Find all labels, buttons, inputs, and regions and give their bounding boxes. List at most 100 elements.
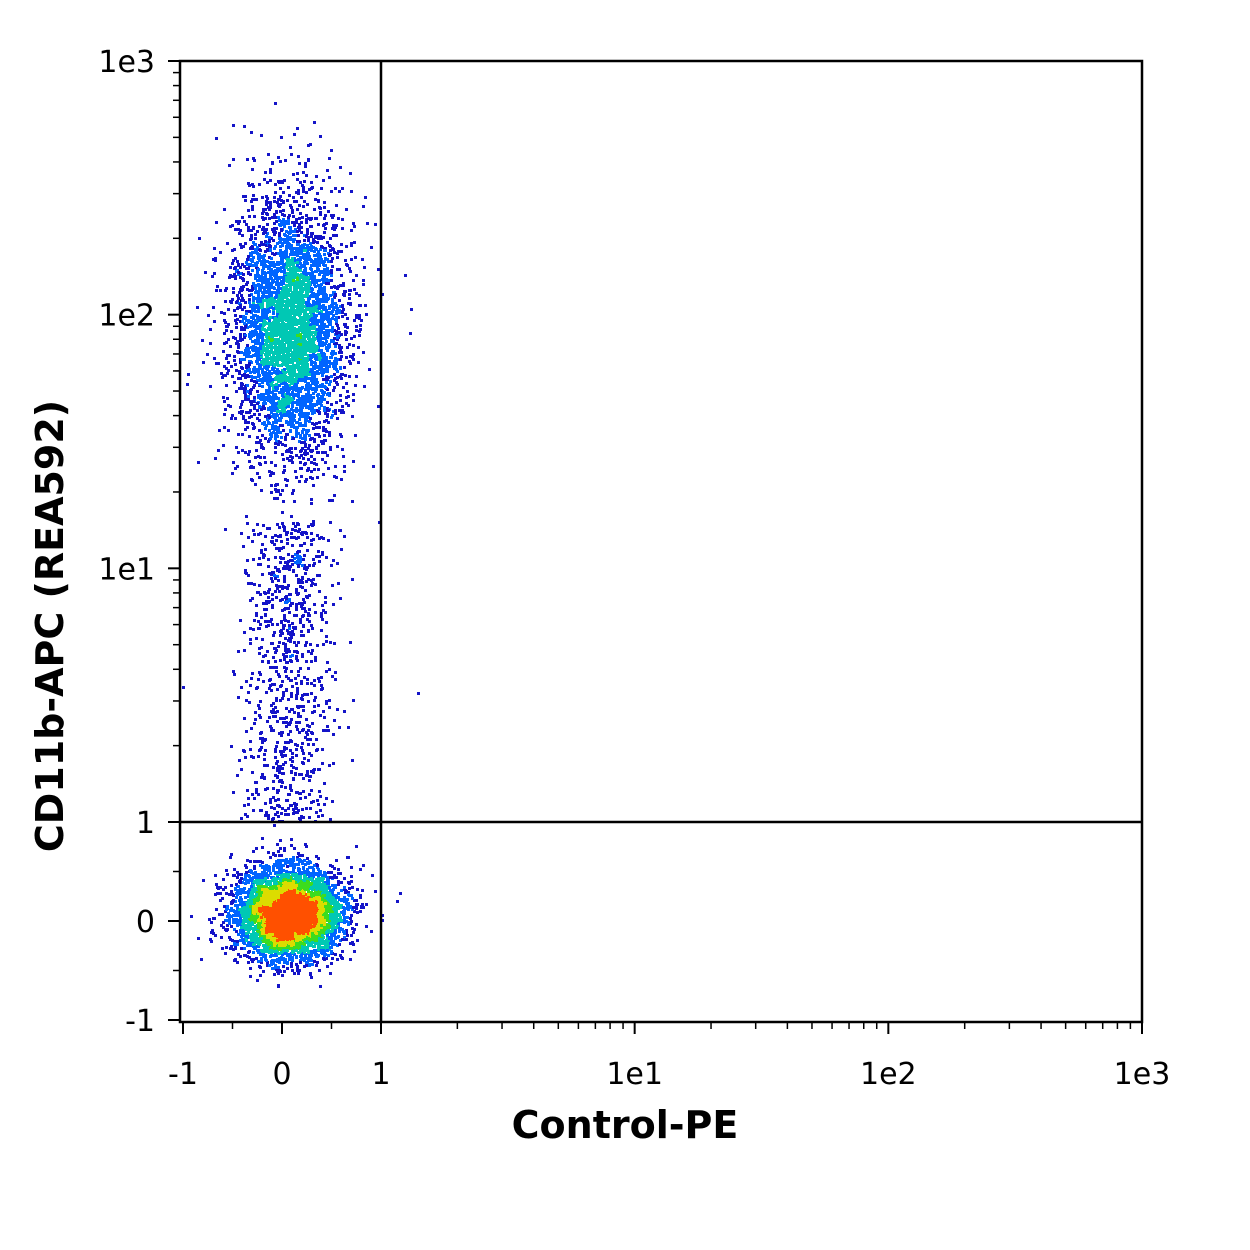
event-dot: [332, 923, 335, 926]
event-dot: [334, 894, 337, 897]
event-dot: [262, 911, 265, 914]
event-dot: [249, 895, 252, 898]
event-dot: [230, 884, 233, 887]
event-dot: [245, 935, 248, 938]
event-dot: [329, 876, 332, 879]
event-dot: [284, 952, 287, 955]
event-dot: [270, 897, 273, 900]
event-dot: [241, 903, 244, 906]
event-dot: [249, 920, 252, 923]
event-dot: [370, 930, 373, 933]
event-dot: [247, 936, 250, 939]
event-dot: [255, 915, 258, 918]
event-dot: [267, 890, 270, 893]
event-dot: [267, 851, 270, 854]
event-dot: [269, 884, 272, 887]
event-dot: [314, 942, 317, 945]
event-dot: [295, 912, 298, 915]
event-dot: [249, 967, 252, 970]
event-dot: [347, 908, 350, 911]
event-dot: [238, 920, 241, 923]
event-dot: [326, 934, 329, 937]
event-dot: [277, 850, 280, 853]
event-dot: [264, 916, 267, 919]
event-dot: [289, 895, 292, 898]
event-dot: [260, 937, 263, 940]
event-dot: [248, 908, 251, 911]
event-dot: [326, 891, 329, 894]
event-dot: [260, 961, 263, 964]
event-dot: [256, 902, 259, 905]
event-dot: [282, 946, 285, 949]
event-dot: [292, 871, 295, 874]
event-dot: [250, 939, 253, 942]
event-dot: [332, 913, 335, 916]
event-dot: [322, 890, 325, 893]
event-dot: [276, 890, 279, 893]
event-dot: [273, 927, 276, 930]
event-dot: [399, 892, 402, 895]
event-dot: [310, 891, 313, 894]
event-dot: [347, 902, 350, 905]
event-dot: [315, 910, 318, 913]
event-dot: [244, 873, 247, 876]
event-dot: [293, 926, 296, 929]
event-dot: [283, 941, 286, 944]
event-dot: [353, 950, 356, 953]
event-dot: [257, 926, 260, 929]
event-dot: [322, 957, 325, 960]
event-dot: [272, 903, 275, 906]
event-dot: [253, 860, 256, 863]
event-dot: [331, 884, 334, 887]
event-dot: [339, 872, 342, 875]
event-dot: [278, 868, 281, 871]
event-dot: [339, 939, 342, 942]
event-dot: [222, 926, 225, 929]
event-dot: [336, 901, 339, 904]
event-dot: [332, 876, 335, 879]
event-dot: [275, 863, 278, 866]
event-dot: [277, 932, 280, 935]
event-dot: [315, 920, 318, 923]
event-dot: [237, 953, 240, 956]
event-dot: [266, 948, 269, 951]
event-dot: [282, 869, 285, 872]
event-dot: [235, 921, 238, 924]
event-dot: [251, 960, 254, 963]
event-dot: [339, 906, 342, 909]
event-dot: [259, 939, 262, 942]
event-dot: [255, 847, 258, 850]
event-dot: [288, 958, 291, 961]
event-dot: [224, 886, 227, 889]
event-dot: [297, 951, 300, 954]
event-dot: [272, 869, 275, 872]
event-dot: [322, 874, 325, 877]
event-dot: [317, 906, 320, 909]
event-dot: [306, 961, 309, 964]
event-dot: [328, 946, 331, 949]
event-dot: [328, 937, 331, 940]
event-dot: [276, 873, 279, 876]
event-dot: [321, 934, 324, 937]
event-dot: [197, 937, 200, 940]
event-dot: [321, 883, 324, 886]
event-dot: [242, 919, 245, 922]
event-dot: [324, 890, 327, 893]
event-dot: [296, 924, 299, 927]
event-dot: [229, 938, 232, 941]
event-dot: [247, 899, 250, 902]
event-dot: [279, 864, 282, 867]
event-dot: [309, 923, 312, 926]
event-dot: [295, 895, 298, 898]
event-dot: [349, 917, 352, 920]
event-dot: [324, 894, 327, 897]
event-dot: [277, 972, 280, 975]
event-dot: [310, 894, 313, 897]
event-dot: [333, 934, 336, 937]
event-dot: [271, 959, 274, 962]
event-dot: [285, 949, 288, 952]
event-dot: [230, 945, 233, 948]
event-dot: [305, 897, 308, 900]
event-dot: [263, 924, 266, 927]
event-dot: [239, 889, 242, 892]
